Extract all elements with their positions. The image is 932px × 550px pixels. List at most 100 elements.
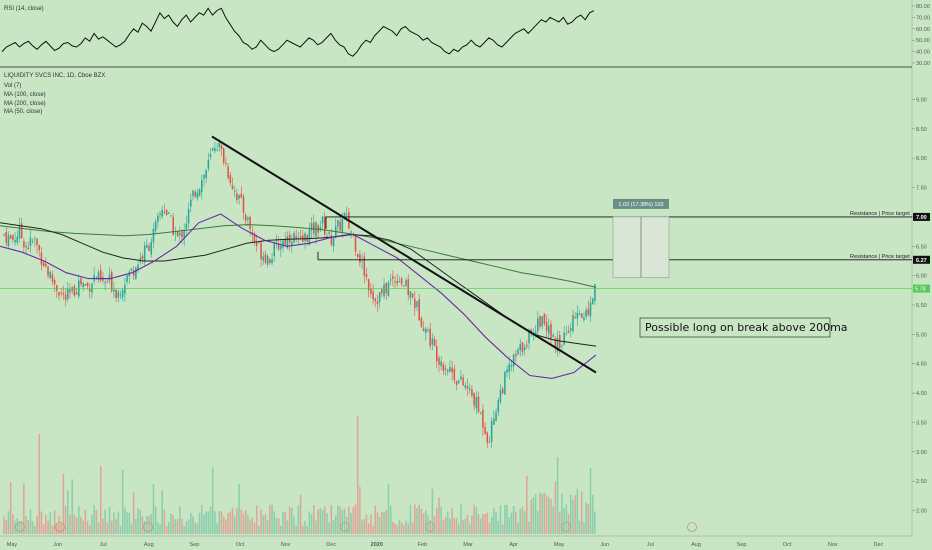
candle-body (565, 333, 568, 335)
candle-body (561, 345, 563, 347)
volume-bar (104, 509, 106, 534)
volume-bar (154, 506, 157, 534)
candle-body (545, 321, 548, 331)
level-tag-bg (913, 212, 930, 221)
price-tick-label: 3.00 (916, 450, 927, 456)
candle-body (214, 148, 216, 151)
candle-body (501, 388, 504, 394)
event-marker[interactable] (55, 522, 65, 532)
volume-bar (49, 512, 51, 534)
volume-bar (157, 522, 159, 534)
candle-body (550, 323, 552, 339)
resistance-label: Resistance | Price target (850, 211, 910, 217)
candle-body (363, 256, 366, 276)
indicator-vol: Vol (7) (4, 83, 21, 89)
candle-body (64, 294, 67, 300)
candle-body (425, 328, 427, 333)
candle-body (170, 215, 172, 217)
candle-body (580, 313, 583, 319)
event-marker[interactable] (143, 522, 153, 532)
candle-body (446, 369, 449, 372)
time-tick-label: Aug (144, 542, 154, 548)
volume-bar (569, 494, 572, 534)
volume-bar (365, 514, 368, 534)
candle-body (262, 256, 265, 261)
price-tick-label: 4.00 (916, 391, 927, 397)
candle-body (264, 254, 267, 263)
volume-bar (403, 525, 405, 534)
volume-bar (425, 510, 427, 534)
volume-bar (277, 518, 280, 534)
volume-bar (532, 497, 535, 534)
event-marker[interactable] (687, 522, 697, 532)
candle-body (530, 329, 532, 333)
volume-bar (97, 522, 100, 534)
candle-body (488, 441, 491, 443)
volume-bar (558, 511, 561, 534)
volume-bar (218, 511, 221, 534)
volume-bar (40, 511, 43, 534)
volume-bar (543, 492, 546, 534)
volume-bar (446, 511, 449, 534)
volume-bar (93, 505, 95, 534)
candle-body (554, 338, 557, 349)
candle-body (400, 278, 403, 285)
volume-bar (165, 525, 168, 534)
volume-bar (236, 508, 238, 534)
candle-body (387, 282, 390, 297)
candle-body (433, 338, 436, 346)
event-marker[interactable] (561, 522, 571, 532)
candle-body (462, 377, 464, 386)
volume-bar (442, 520, 445, 534)
volume-bar (576, 488, 579, 534)
volume-bar (126, 512, 128, 534)
volume-bar (25, 516, 27, 534)
volume-bar (71, 479, 73, 534)
indicator-ma50: MA (50, close) (4, 109, 42, 115)
price-tick-label: 8.00 (916, 156, 927, 162)
candle-body (207, 159, 210, 169)
candle-body (157, 215, 159, 223)
volume-bar (429, 520, 431, 534)
candle-body (356, 254, 359, 258)
volume-bar (295, 525, 297, 534)
volume-bar (110, 520, 113, 534)
volume-bar (451, 508, 453, 534)
volume-bar (508, 517, 511, 534)
event-marker[interactable] (340, 522, 350, 532)
candle-body (504, 371, 506, 395)
volume-bar (313, 505, 315, 534)
candle-body (466, 386, 469, 389)
volume-bar (53, 510, 56, 534)
volume-bar (352, 507, 355, 534)
candle-body (411, 293, 414, 298)
candle-body (9, 235, 12, 239)
candle-body (183, 230, 185, 239)
candle-body (558, 335, 561, 349)
volume-bar (370, 514, 372, 534)
candle-body (435, 346, 438, 362)
candle-body (271, 258, 273, 264)
volume-bar (506, 504, 508, 534)
rsi-tick-label: 30.00 (916, 61, 930, 67)
price-tick-label: 2.00 (916, 509, 927, 515)
volume-bar (16, 518, 19, 534)
volume-bar (486, 512, 489, 534)
volume-bar (420, 508, 423, 534)
volume-bar (31, 521, 34, 534)
volume-bar (310, 514, 313, 534)
price-tick-label: 5.50 (916, 303, 927, 309)
candle-body (73, 285, 76, 296)
candle-body (376, 301, 379, 304)
volume-bar (457, 523, 460, 534)
volume-bar (545, 495, 548, 534)
volume-bar (190, 512, 192, 534)
event-marker[interactable] (425, 522, 435, 532)
candle-body (444, 367, 447, 370)
volume-bar (187, 519, 190, 534)
event-marker[interactable] (15, 522, 25, 532)
volume-bar (47, 520, 49, 534)
volume-bar (304, 520, 306, 534)
candle-body (332, 237, 335, 247)
candle-body (455, 381, 458, 386)
